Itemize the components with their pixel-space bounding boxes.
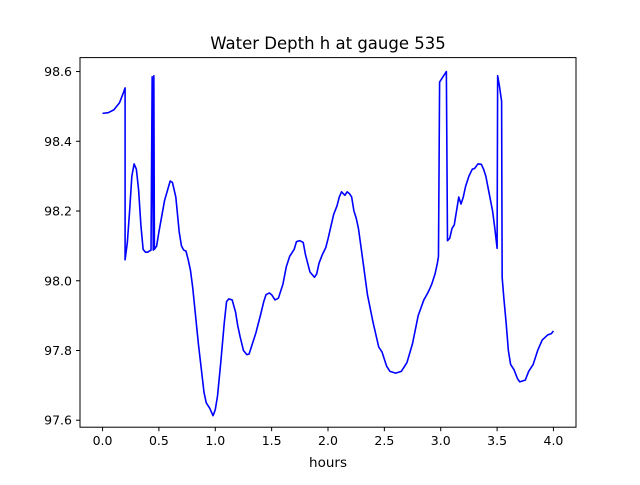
x-tick-label: 2.0 xyxy=(318,433,338,448)
x-tick-label: 2.5 xyxy=(374,433,394,448)
y-tick-label: 98.0 xyxy=(44,273,72,288)
x-axis-label: hours xyxy=(309,455,347,471)
x-tick-label: 3.0 xyxy=(431,433,451,448)
x-tick-label: 1.0 xyxy=(205,433,225,448)
series-line-0 xyxy=(102,70,555,417)
chart-title: Water Depth h at gauge 535 xyxy=(210,34,445,53)
x-tick-label: 1.5 xyxy=(262,433,282,448)
y-tick-label: 97.6 xyxy=(44,413,72,428)
x-axis: 0.0 0.5 1.0 1.5 2.0 2.5 3.0 3.5 4.0 xyxy=(93,427,564,448)
y-tick-label: 98.2 xyxy=(44,204,72,219)
plot-frame xyxy=(79,57,577,428)
y-tick-label: 98.6 xyxy=(44,64,72,79)
x-tick-label: 0.5 xyxy=(149,433,169,448)
x-tick-label: 3.5 xyxy=(487,433,507,448)
y-tick-label: 98.4 xyxy=(44,134,72,149)
x-tick-label: 4.0 xyxy=(544,433,564,448)
plot-area xyxy=(102,70,555,417)
y-axis: 97.6 97.8 98.0 98.2 98.4 98.6 xyxy=(44,64,80,428)
x-tick-label: 0.0 xyxy=(93,433,113,448)
y-tick-label: 97.8 xyxy=(44,343,72,358)
